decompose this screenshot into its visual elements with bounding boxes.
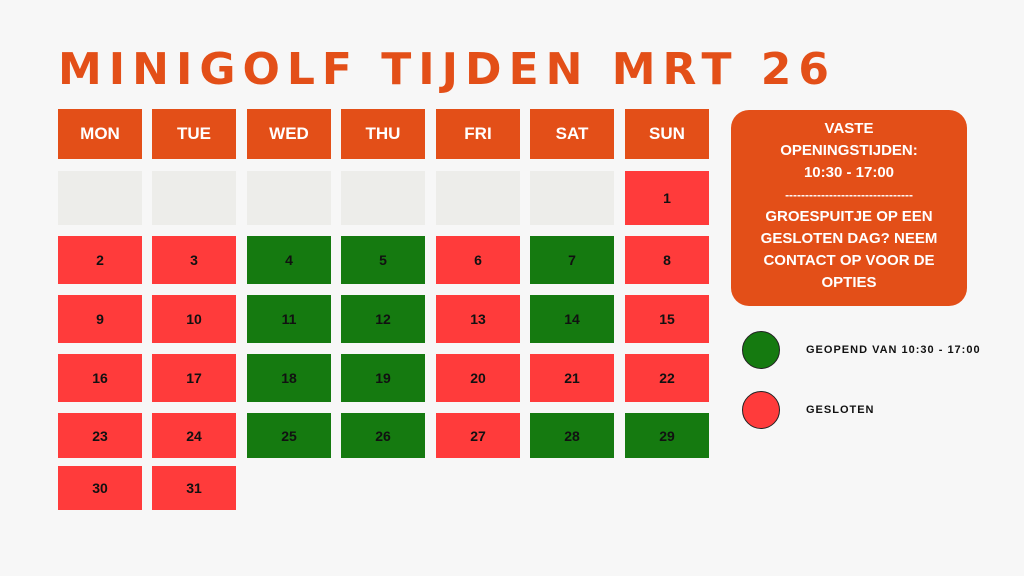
info-hours: 10:30 - 17:00	[803, 164, 895, 181]
day-header-tue: TUE	[152, 109, 236, 159]
info-line: CONTACT OP VOOR DE	[763, 252, 935, 269]
day-cell-22: 22	[625, 354, 709, 402]
day-cell-16: 16	[58, 354, 142, 402]
legend-open-label: GEOPEND VAN 10:30 - 17:00	[806, 344, 981, 356]
day-header-sun: SUN	[625, 109, 709, 159]
day-cell-31: 31	[152, 466, 236, 510]
info-line: VASTE	[824, 120, 874, 137]
day-cell-2: 2	[58, 236, 142, 284]
day-header-mon: MON	[58, 109, 142, 159]
day-cell-12: 12	[341, 295, 425, 343]
day-cell-29: 29	[625, 413, 709, 458]
day-cell-6: 6	[436, 236, 520, 284]
day-cell-30: 30	[58, 466, 142, 510]
day-cell-20: 20	[436, 354, 520, 402]
day-cell-9: 9	[58, 295, 142, 343]
legend-closed: GESLOTEN	[742, 391, 875, 429]
day-header-wed: WED	[247, 109, 331, 159]
day-cell-15: 15	[625, 295, 709, 343]
day-header-sat: SAT	[530, 109, 614, 159]
day-cell-28: 28	[530, 413, 614, 458]
info-line: GROESPUITJE OP EEN	[765, 208, 933, 225]
day-header-thu: THU	[341, 109, 425, 159]
day-cell-27: 27	[436, 413, 520, 458]
empty-day-cell	[436, 171, 520, 225]
day-cell-1: 1	[625, 171, 709, 225]
day-cell-5: 5	[341, 236, 425, 284]
day-cell-11: 11	[247, 295, 331, 343]
day-cell-13: 13	[436, 295, 520, 343]
legend-open: GEOPEND VAN 10:30 - 17:00	[742, 331, 981, 369]
day-cell-18: 18	[247, 354, 331, 402]
day-cell-23: 23	[58, 413, 142, 458]
day-cell-19: 19	[341, 354, 425, 402]
legend-closed-dot	[742, 391, 780, 429]
day-cell-17: 17	[152, 354, 236, 402]
day-cell-4: 4	[247, 236, 331, 284]
legend-open-dot	[742, 331, 780, 369]
day-cell-26: 26	[341, 413, 425, 458]
day-cell-25: 25	[247, 413, 331, 458]
empty-day-cell	[58, 171, 142, 225]
info-line: OPENINGSTIJDEN:	[780, 142, 918, 159]
day-cell-14: 14	[530, 295, 614, 343]
empty-day-cell	[530, 171, 614, 225]
info-box: VASTE OPENINGSTIJDEN: 10:30 - 17:00 ----…	[731, 110, 967, 306]
legend-closed-label: GESLOTEN	[806, 404, 875, 416]
empty-day-cell	[152, 171, 236, 225]
page-title: MINIGOLF TIJDEN MRT 26	[58, 44, 837, 95]
empty-day-cell	[247, 171, 331, 225]
info-separator: --------------------------------	[785, 188, 913, 202]
info-line: GESLOTEN DAG? NEEM	[760, 230, 938, 247]
day-cell-3: 3	[152, 236, 236, 284]
info-line: OPTIES	[821, 274, 877, 291]
day-cell-21: 21	[530, 354, 614, 402]
day-header-fri: FRI	[436, 109, 520, 159]
empty-day-cell	[341, 171, 425, 225]
day-cell-24: 24	[152, 413, 236, 458]
day-cell-7: 7	[530, 236, 614, 284]
day-cell-8: 8	[625, 236, 709, 284]
day-cell-10: 10	[152, 295, 236, 343]
